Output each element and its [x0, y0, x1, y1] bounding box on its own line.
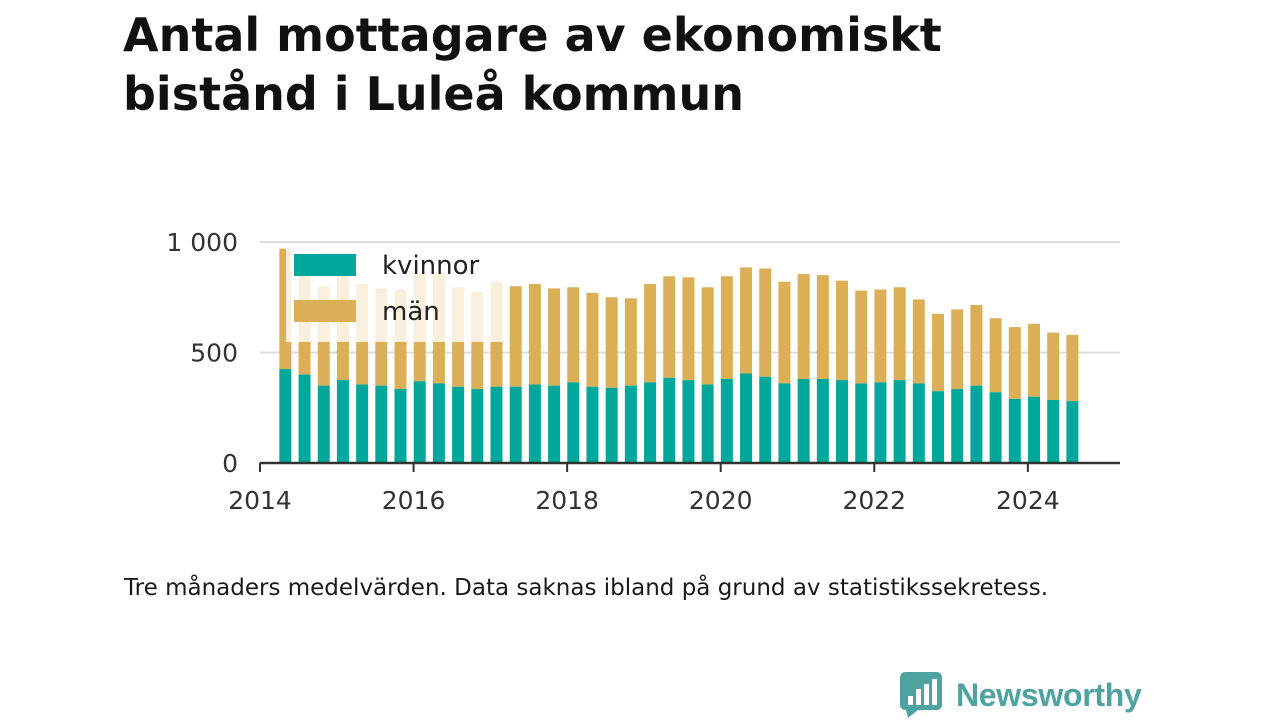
bar-kvinnor [548, 385, 561, 463]
bar-kvinnor [605, 387, 618, 463]
bar-kvinnor [836, 380, 849, 463]
bar-man [567, 287, 580, 383]
bar-kvinnor [855, 383, 868, 463]
x-tick-label: 2016 [382, 486, 446, 515]
brand-logo: Newsworthy [900, 670, 1142, 720]
axes: 0 500 1 000 2014 2016 2018 2020 2022 2024 [166, 228, 1120, 515]
bar-kvinnor [394, 388, 407, 463]
bar-kvinnor [1028, 396, 1040, 463]
bar-man [1047, 332, 1060, 401]
bar-man [644, 283, 657, 383]
bar-kvinnor [816, 379, 829, 463]
bar-man [720, 276, 733, 380]
bar-man [624, 298, 637, 386]
bar-kvinnor [759, 376, 772, 463]
bar-kvinnor [701, 384, 714, 463]
bar-kvinnor [567, 382, 580, 463]
bar-man [816, 275, 829, 380]
bar-kvinnor [509, 386, 522, 463]
x-tick-label: 2014 [228, 486, 292, 515]
bar-kvinnor [586, 386, 599, 463]
legend-swatch [294, 254, 356, 276]
bar-kvinnor [356, 384, 369, 463]
bar-man [797, 274, 810, 380]
bar-kvinnor [720, 379, 733, 463]
bar-man [970, 304, 983, 386]
legend-label: män [382, 297, 440, 327]
bar-kvinnor [797, 379, 810, 463]
brand-name: Newsworthy [956, 676, 1142, 713]
bar-man [836, 280, 849, 381]
bar-man [1008, 327, 1021, 399]
bar-man [951, 309, 964, 389]
newsworthy-logo-icon [900, 672, 942, 718]
bar-man [509, 286, 522, 387]
y-tick-label: 0 [222, 449, 238, 478]
x-tick-label: 2018 [535, 486, 599, 515]
bar-man [893, 287, 906, 381]
bar-man [1066, 334, 1079, 402]
bar-kvinnor [298, 374, 311, 463]
bar-kvinnor [951, 388, 964, 463]
bar-man [932, 313, 945, 392]
bar-kvinnor [471, 388, 484, 463]
bar-man [855, 290, 868, 384]
stacked-bar-chart: kvinnor män 0 500 1 000 2014 2016 2018 2020 2022… [166, 228, 1120, 515]
bar-kvinnor [932, 391, 945, 463]
bar-kvinnor [490, 386, 503, 463]
bar-man [663, 276, 676, 378]
bar-kvinnor [1066, 401, 1079, 463]
bar-man [740, 267, 753, 374]
bar-kvinnor [893, 380, 906, 463]
bar-kvinnor [413, 381, 426, 463]
legend-swatch [294, 300, 356, 322]
x-tick-label: 2022 [842, 486, 906, 515]
y-tick-label: 1 000 [166, 228, 238, 257]
bar-man [682, 277, 695, 381]
bar-man [701, 287, 714, 385]
bar-kvinnor [432, 383, 445, 463]
bar-kvinnor [682, 380, 695, 463]
bar-kvinnor [336, 380, 349, 463]
bar-man [1028, 323, 1040, 397]
bar-kvinnor [1008, 398, 1021, 463]
bar-man [586, 292, 599, 387]
bar-kvinnor [624, 385, 637, 463]
bar-kvinnor [778, 383, 791, 463]
bar-man [605, 297, 618, 388]
bar-kvinnor [375, 385, 388, 463]
bar-man [759, 268, 772, 377]
bar-kvinnor [1047, 400, 1060, 463]
bar-man [778, 281, 791, 384]
bar-man [548, 288, 561, 386]
bar-man [912, 299, 925, 384]
bar-kvinnor [317, 385, 330, 463]
bar-kvinnor [528, 384, 541, 463]
bar-kvinnor [663, 377, 676, 463]
bar-kvinnor [989, 392, 1002, 463]
bar-kvinnor [912, 383, 925, 463]
bar-kvinnor [874, 382, 887, 463]
bar-man [989, 318, 1002, 393]
bar-kvinnor [970, 385, 983, 463]
bar-kvinnor [644, 382, 657, 463]
legend-label: kvinnor [382, 251, 480, 281]
bar-kvinnor [740, 373, 753, 463]
chart-title: Antal mottagare av ekonomiskt bistånd i … [123, 8, 942, 121]
y-tick-label: 500 [190, 339, 238, 368]
bar-man [874, 289, 887, 383]
x-tick-label: 2024 [996, 486, 1060, 515]
legend: kvinnor män [286, 246, 504, 342]
footnote: Tre månaders medelvärden. Data saknas ib… [124, 575, 1049, 601]
bar-kvinnor [279, 369, 292, 463]
x-tick-label: 2020 [689, 486, 753, 515]
bar-man [528, 283, 541, 385]
bar-kvinnor [452, 386, 465, 463]
